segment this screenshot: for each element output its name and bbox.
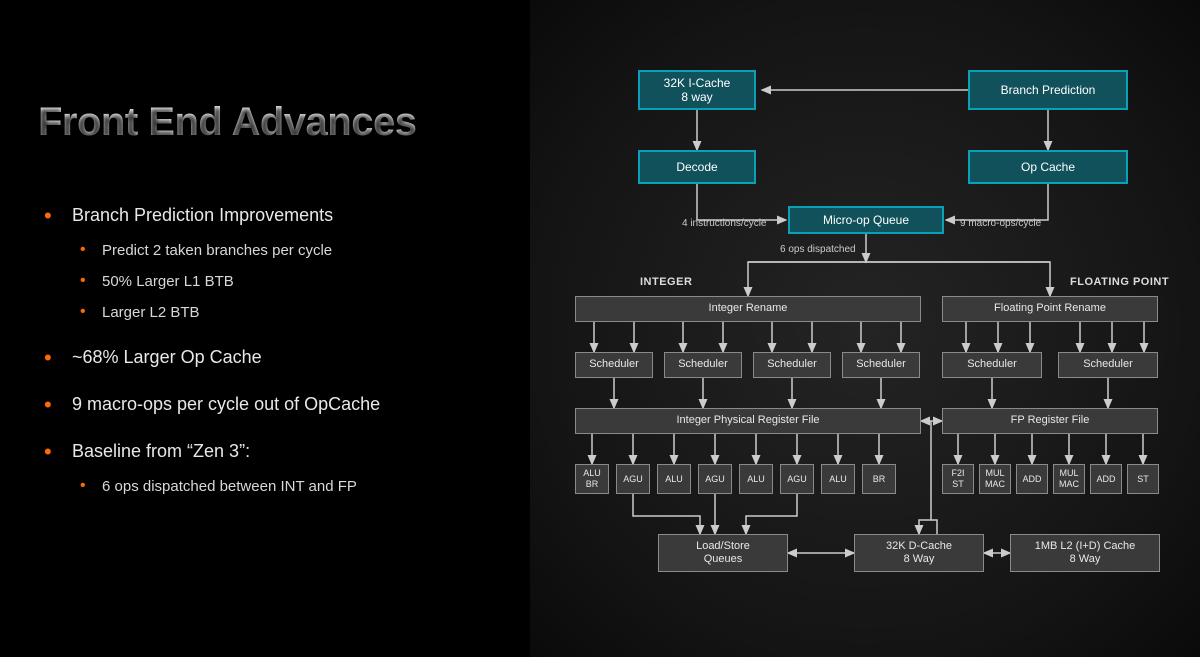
bullet-list: Branch Prediction ImprovementsPredict 2 … xyxy=(38,205,500,495)
sub-bullet-item: Predict 2 taken branches per cycle xyxy=(72,242,500,259)
diagram-box: Load/StoreQueues xyxy=(658,534,788,572)
diagram-box: Scheduler xyxy=(1058,352,1158,378)
diagram-box: MULMAC xyxy=(1053,464,1085,494)
diagram-box: AGU xyxy=(698,464,732,494)
text-panel: Front End Advances Branch Prediction Imp… xyxy=(0,0,530,657)
sub-bullet-list: 6 ops dispatched between INT and FP xyxy=(72,478,500,495)
slide-title: Front End Advances xyxy=(38,100,500,145)
diagram-box: ALU xyxy=(821,464,855,494)
diagram-label: INTEGER xyxy=(640,276,692,288)
sub-bullet-item: 50% Larger L1 BTB xyxy=(72,273,500,290)
sub-bullet-list: Predict 2 taken branches per cycle 50% La… xyxy=(72,242,500,321)
diagram-box: ADD xyxy=(1090,464,1122,494)
diagram-box: Decode xyxy=(638,150,756,184)
sub-bullet-item: Larger L2 BTB xyxy=(72,304,500,321)
diagram-box: Scheduler xyxy=(575,352,653,378)
diagram-box: 32K D-Cache8 Way xyxy=(854,534,984,572)
diagram-box: AGU xyxy=(616,464,650,494)
diagram-box: BR xyxy=(862,464,896,494)
diagram-label: FLOATING POINT xyxy=(1070,276,1169,288)
sub-bullet-item: 6 ops dispatched between INT and FP xyxy=(72,478,500,495)
diagram-box: Integer Physical Register File xyxy=(575,408,921,434)
diagram-box: Micro-op Queue xyxy=(788,206,944,234)
diagram-box: Scheduler xyxy=(753,352,831,378)
architecture-diagram: 32K I-Cache8 way Branch Prediction Decode O… xyxy=(530,0,1200,657)
bullet-item: Branch Prediction ImprovementsPredict 2 … xyxy=(38,205,500,321)
bullet-item: ~68% Larger Op Cache xyxy=(38,347,500,368)
diagram-box: Scheduler xyxy=(942,352,1042,378)
bullet-item: Baseline from “Zen 3”:6 ops dispatched b… xyxy=(38,441,500,495)
diagram-box: 1MB L2 (I+D) Cache8 Way xyxy=(1010,534,1160,572)
diagram-box: F2IST xyxy=(942,464,974,494)
diagram-label: 6 ops dispatched xyxy=(780,244,856,255)
bullet-item: 9 macro-ops per cycle out of OpCache xyxy=(38,394,500,415)
diagram-box: Branch Prediction xyxy=(968,70,1128,110)
diagram-box: Scheduler xyxy=(842,352,920,378)
diagram-box: ADD xyxy=(1016,464,1048,494)
diagram-box: ALU xyxy=(739,464,773,494)
diagram-box: Op Cache xyxy=(968,150,1128,184)
diagram-label: 4 instructions/cycle xyxy=(682,218,766,229)
diagram-box: MULMAC xyxy=(979,464,1011,494)
diagram-label: 9 macro-ops/cycle xyxy=(960,218,1041,229)
diagram-box: ALUBR xyxy=(575,464,609,494)
diagram-panel: 32K I-Cache8 way Branch Prediction Decode O… xyxy=(530,0,1200,657)
diagram-box: FP Register File xyxy=(942,408,1158,434)
diagram-box: AGU xyxy=(780,464,814,494)
diagram-box: Scheduler xyxy=(664,352,742,378)
diagram-box: ST xyxy=(1127,464,1159,494)
diagram-box: 32K I-Cache8 way xyxy=(638,70,756,110)
diagram-box: Floating Point Rename xyxy=(942,296,1158,322)
diagram-box: ALU xyxy=(657,464,691,494)
diagram-box: Integer Rename xyxy=(575,296,921,322)
